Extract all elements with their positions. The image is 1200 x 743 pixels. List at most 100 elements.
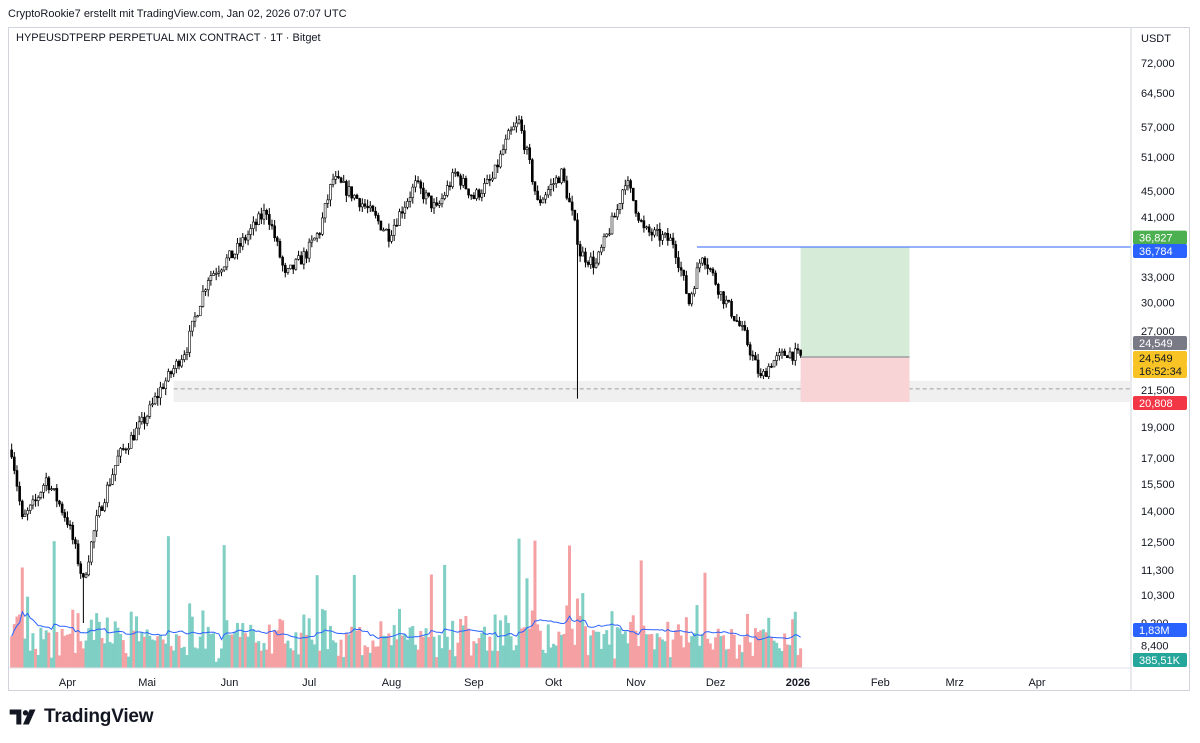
candle-body xyxy=(286,268,290,273)
volume-bar xyxy=(182,646,186,668)
candle-body xyxy=(767,366,771,377)
volume-bar xyxy=(607,644,611,668)
volume-bar xyxy=(751,655,755,668)
volume-bar xyxy=(39,627,43,668)
volume-badge[interactable] xyxy=(1133,653,1187,667)
candle-body xyxy=(464,178,468,190)
candle-body xyxy=(116,455,120,466)
candle-body xyxy=(416,180,420,183)
price-badge-target[interactable] xyxy=(1133,230,1187,245)
time-tick-label: Aug xyxy=(382,677,402,689)
volume-bar xyxy=(684,617,688,668)
price-badge-countdown[interactable] xyxy=(1133,364,1187,378)
price-badges: 36,82736,78424,54924,54916:52:3420,8081,… xyxy=(1133,230,1187,667)
candle-body xyxy=(716,283,720,295)
volume-bar xyxy=(360,655,364,668)
volume-bar xyxy=(257,641,261,668)
candle-body xyxy=(403,206,407,214)
volume-ma-line[interactable] xyxy=(11,610,801,641)
volume-bar xyxy=(748,642,752,668)
volume-bar xyxy=(355,630,359,668)
candle-body xyxy=(754,355,757,361)
candle-body xyxy=(562,168,566,182)
price-badge-last[interactable] xyxy=(1133,351,1187,365)
candle-body xyxy=(568,197,571,203)
candle-body xyxy=(554,177,558,184)
volume-bar xyxy=(196,648,200,668)
candle-body xyxy=(634,200,638,214)
position-target-zone[interactable] xyxy=(800,246,910,357)
candle-body xyxy=(321,217,324,235)
volume-bar xyxy=(645,634,649,668)
candle-body xyxy=(289,264,292,270)
price-badge-stop[interactable] xyxy=(1133,396,1187,410)
price-badge-line[interactable] xyxy=(1133,243,1187,258)
candle-body xyxy=(764,370,768,377)
price-tick-label: 33,000 xyxy=(1141,272,1175,284)
candle-body xyxy=(557,177,561,184)
candle-body xyxy=(669,237,672,241)
chart-frame[interactable] xyxy=(8,27,1190,691)
volume-badge[interactable] xyxy=(1133,623,1187,637)
position-stop-zone[interactable] xyxy=(800,357,910,402)
candle-body xyxy=(732,316,736,321)
volume-bar xyxy=(437,635,441,668)
candle-body xyxy=(647,226,651,233)
support-zone[interactable] xyxy=(173,380,1131,403)
price-tick-label: 19,000 xyxy=(1141,422,1175,434)
candle-body xyxy=(302,251,306,265)
volume-bar xyxy=(60,628,64,668)
volume-bar xyxy=(105,617,109,668)
candle-body xyxy=(283,264,287,273)
candle-body xyxy=(677,257,680,268)
price-badge-text: 24,549 xyxy=(1139,338,1173,350)
candle-body xyxy=(541,198,545,204)
volume-bar xyxy=(395,639,399,668)
volume-bar xyxy=(716,628,720,668)
volume-bar xyxy=(456,642,460,668)
candle-body xyxy=(613,215,616,218)
candle-body xyxy=(719,291,723,295)
volume-bar xyxy=(461,625,465,668)
volume-bar xyxy=(220,648,224,668)
candle-body xyxy=(395,224,399,227)
candle-body xyxy=(55,488,59,502)
volume-bar xyxy=(339,639,343,668)
candle-body xyxy=(384,228,388,231)
volume-bar xyxy=(137,641,141,668)
candle-body xyxy=(318,233,322,235)
volume-bar xyxy=(63,635,67,668)
volume-bar xyxy=(235,622,239,668)
volume-bar xyxy=(496,650,500,668)
price-badge-entry[interactable] xyxy=(1133,336,1187,350)
candle-body xyxy=(682,269,686,276)
candle-body xyxy=(233,253,237,259)
volume-bar xyxy=(520,628,524,668)
volume-bar xyxy=(246,636,250,668)
volume-bar xyxy=(419,631,423,668)
volume-bar xyxy=(185,655,189,668)
currency-label[interactable]: USDT xyxy=(1141,33,1171,45)
volume-bar xyxy=(326,649,330,668)
volume-bar xyxy=(124,653,128,668)
candle-body xyxy=(143,416,146,424)
volume-bar xyxy=(397,608,401,668)
volume-bar xyxy=(690,636,694,668)
volume-bar xyxy=(785,644,789,668)
price-tick-label: 21,500 xyxy=(1141,385,1175,397)
candle-body xyxy=(44,477,48,486)
volume-bar xyxy=(740,652,744,668)
volume-bar xyxy=(799,648,803,668)
candle-body xyxy=(315,233,319,239)
volume-bar xyxy=(249,624,253,668)
volume-bar xyxy=(708,643,712,668)
volume-bar xyxy=(68,633,72,668)
candle-body xyxy=(368,205,372,209)
candle-body xyxy=(775,355,778,361)
candle-body xyxy=(119,448,122,457)
volume-bar xyxy=(121,640,125,668)
candle-body xyxy=(206,280,210,291)
volume-bar xyxy=(315,575,319,668)
volume-bar xyxy=(756,632,760,668)
